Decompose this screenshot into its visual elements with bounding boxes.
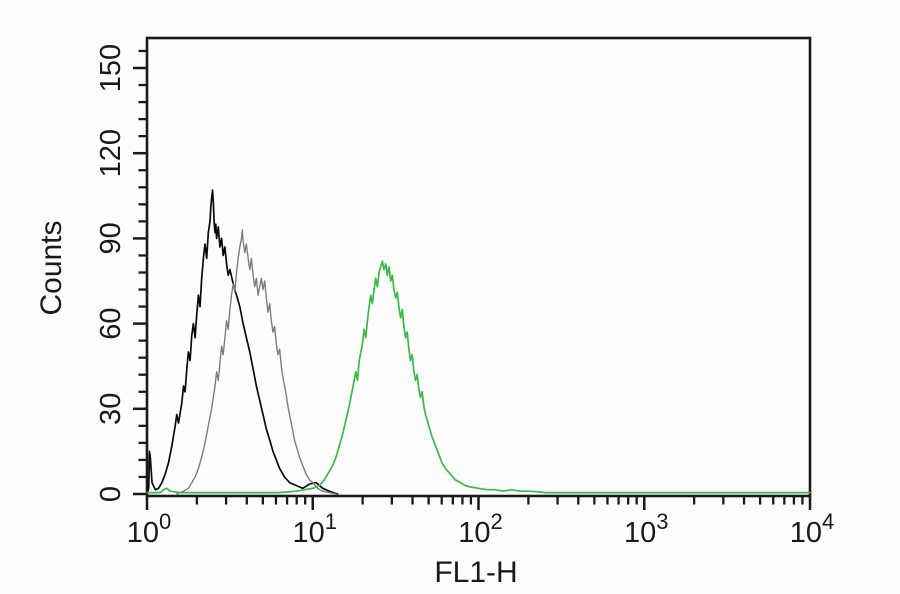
y-axis-tick-label: 30 xyxy=(95,393,127,425)
y-axis-tick-label: 0 xyxy=(95,486,127,502)
y-axis-tick-label: 120 xyxy=(95,129,127,177)
x-axis-tick-label: 102 xyxy=(458,509,503,549)
plot-frame-rect xyxy=(145,36,812,498)
x-axis-title: FL1-H xyxy=(434,556,517,589)
x-axis-tick-label: 100 xyxy=(127,509,172,549)
x-axis-tick-label: 103 xyxy=(624,509,669,549)
y-axis-tick-label: 90 xyxy=(95,222,127,254)
x-axis-tick-exponent: 2 xyxy=(491,509,503,534)
green-histogram-curve xyxy=(146,260,811,494)
x-axis-tick-exponent: 1 xyxy=(325,509,337,534)
y-axis-title: Counts xyxy=(35,220,68,315)
y-axis-tick-label: 60 xyxy=(95,307,127,339)
x-axis-tick-label: 101 xyxy=(292,509,337,549)
x-axis-tick-exponent: 0 xyxy=(159,509,171,534)
x-axis-tick-label: 104 xyxy=(790,509,835,549)
gray-histogram-curve xyxy=(176,229,337,495)
black-histogram-curve xyxy=(146,189,339,495)
y-axis-tick-label: 150 xyxy=(95,44,127,92)
plot-frame xyxy=(145,36,812,498)
x-axis-tick-exponent: 4 xyxy=(822,509,834,534)
axis-ticks xyxy=(133,49,812,510)
histogram-curves xyxy=(146,189,811,495)
x-axis-tick-exponent: 3 xyxy=(656,509,668,534)
